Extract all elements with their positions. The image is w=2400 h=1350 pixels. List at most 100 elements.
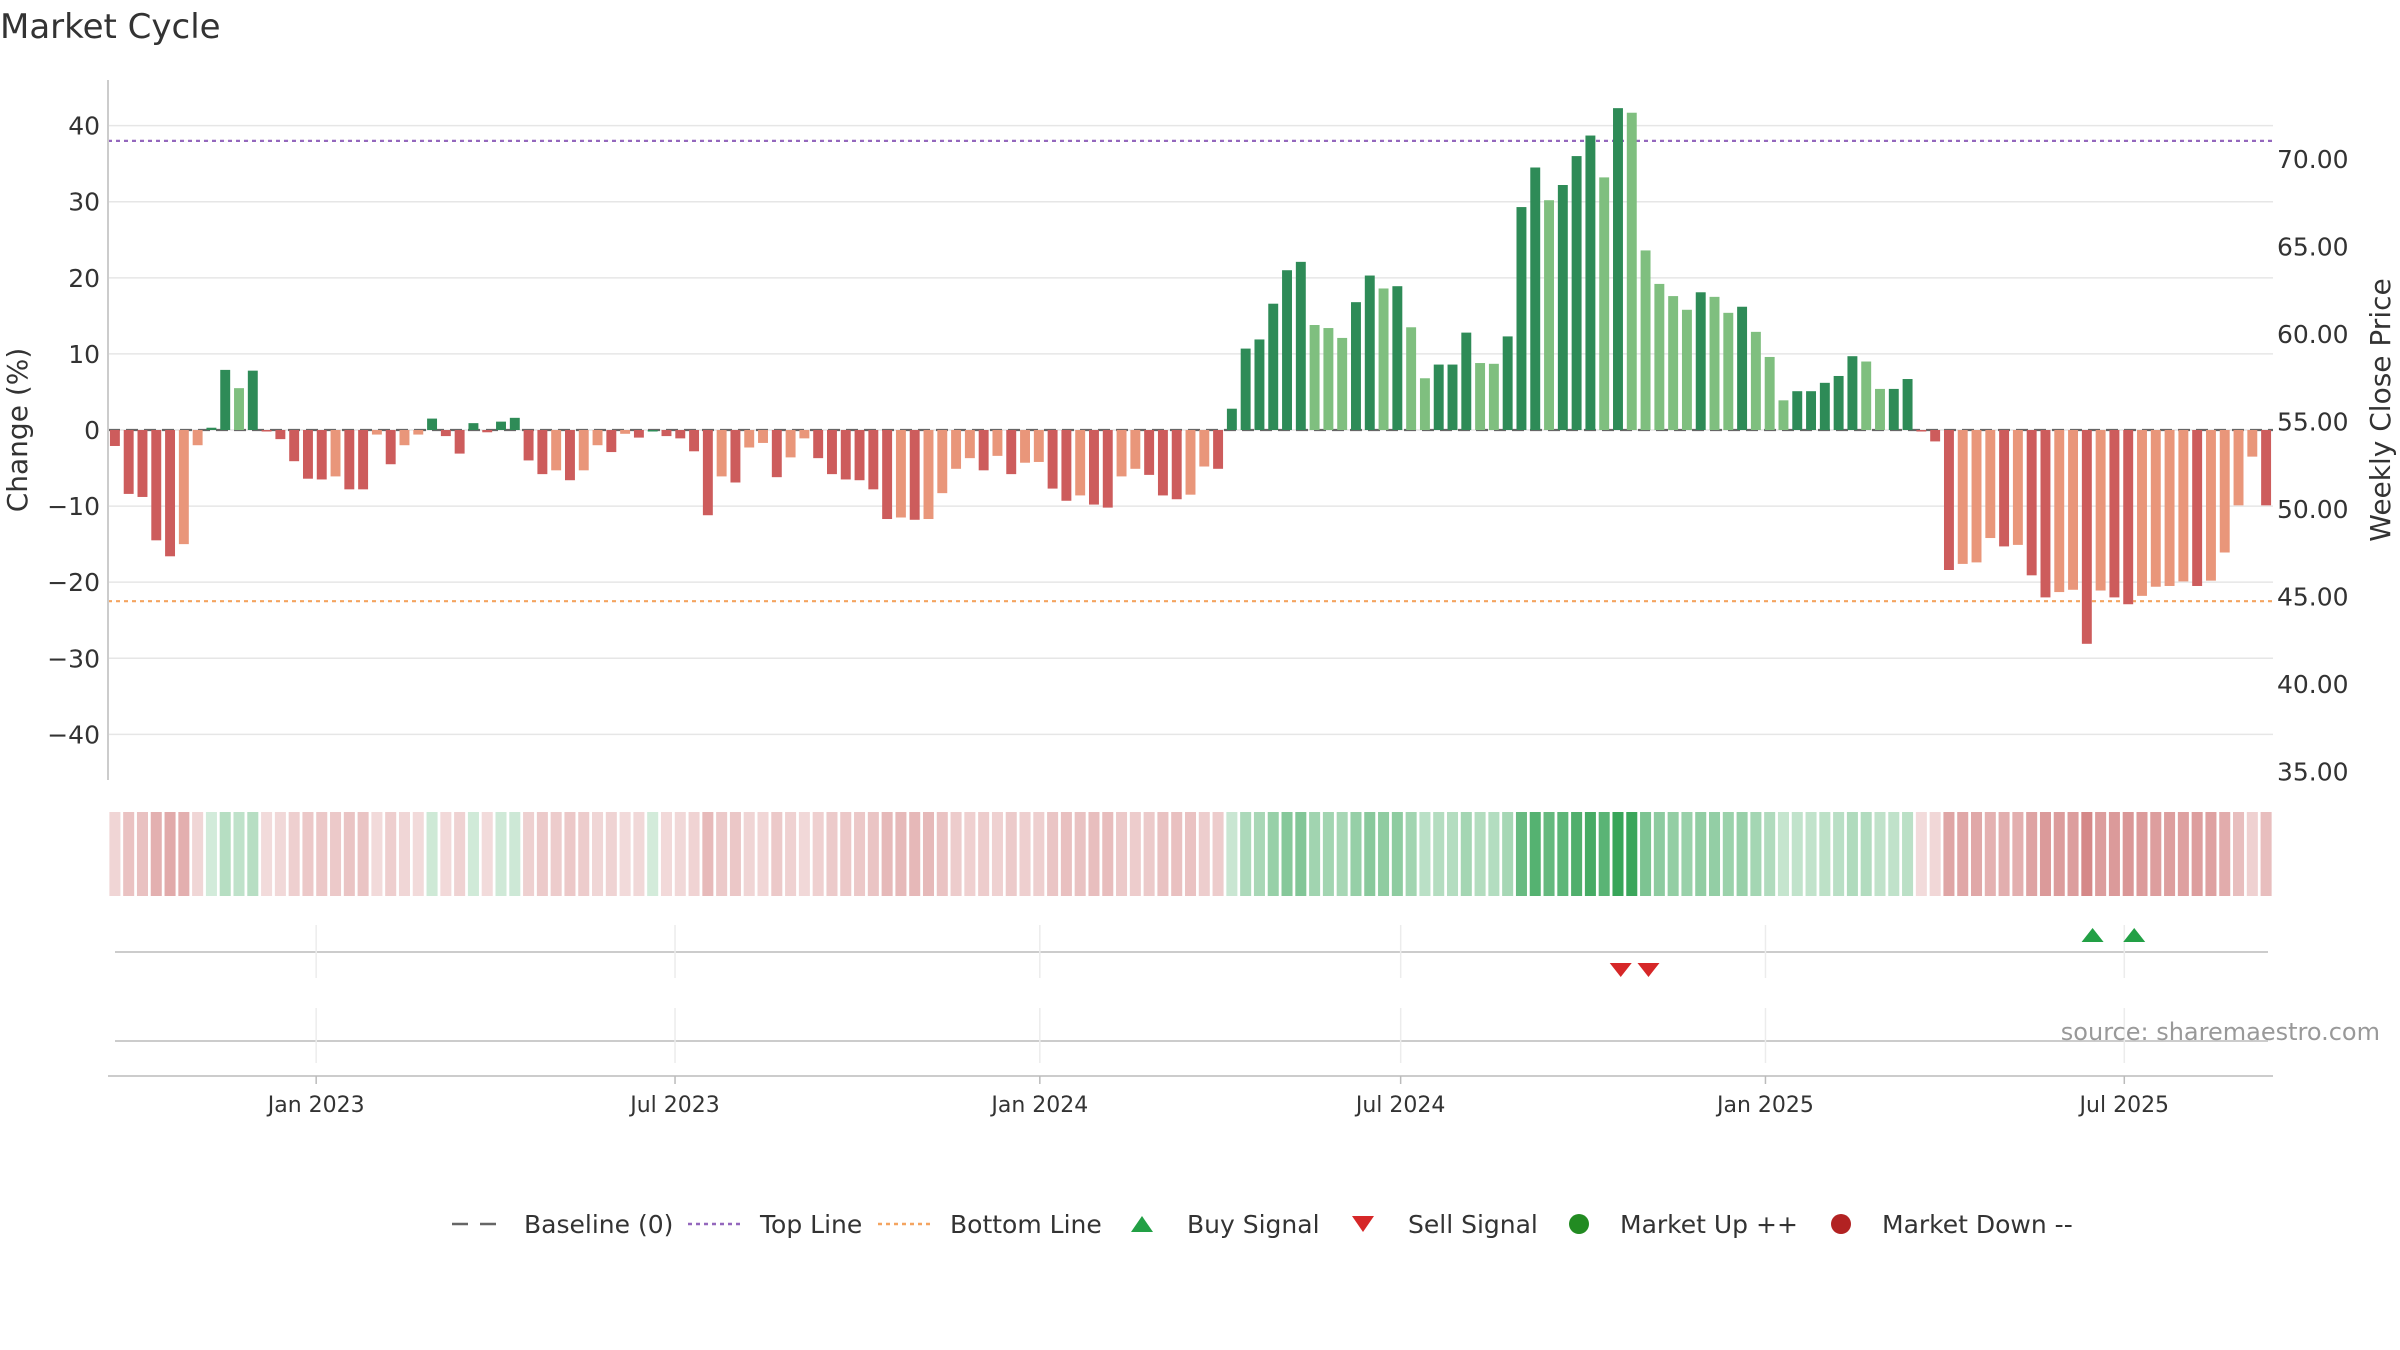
bar xyxy=(909,430,920,520)
bar xyxy=(1819,382,1830,430)
heat-cell xyxy=(1391,812,1403,896)
heat-cell xyxy=(1253,812,1265,896)
bar xyxy=(1033,430,1044,462)
heat-cell xyxy=(2260,812,2272,896)
bar xyxy=(1309,325,1320,430)
y-axis-ticks: 40 30 20 10 0 −10 −20 −30 −40 xyxy=(47,112,100,750)
heat-cell xyxy=(1143,812,1155,896)
heat-cell xyxy=(1571,812,1583,896)
bar xyxy=(689,430,700,452)
bar xyxy=(1861,361,1872,430)
bar xyxy=(1323,328,1334,430)
heat-cell xyxy=(1598,812,1610,896)
heat-cell xyxy=(1184,812,1197,896)
heat-cell xyxy=(633,812,645,896)
bar xyxy=(427,418,438,430)
bar xyxy=(137,430,148,497)
bar xyxy=(1654,283,1665,430)
bar xyxy=(1199,430,1210,467)
bar xyxy=(702,430,713,516)
heat-cell xyxy=(330,812,342,896)
heat-cell xyxy=(1033,812,1045,896)
heat-cell xyxy=(136,812,148,896)
bar xyxy=(496,421,506,430)
heat-cell xyxy=(509,812,521,896)
heat-cell xyxy=(454,812,466,896)
heat-cell xyxy=(771,812,783,896)
bar xyxy=(165,430,176,557)
bar xyxy=(2178,430,2189,582)
buy-signal-marker xyxy=(2081,928,2104,942)
heat-cell xyxy=(578,812,590,896)
bar xyxy=(1392,286,1403,430)
bar xyxy=(1544,200,1554,430)
bar xyxy=(2109,430,2120,598)
source-text: source: sharemaestro.com xyxy=(2061,1018,2380,1046)
heat-cell xyxy=(1957,812,1969,896)
bar xyxy=(951,430,962,469)
heat-cell xyxy=(798,812,810,896)
bar xyxy=(509,417,520,430)
bar xyxy=(730,430,741,483)
bar xyxy=(1737,306,1748,430)
heat-cell xyxy=(495,812,507,896)
bar xyxy=(399,430,410,446)
bar xyxy=(1764,356,1775,430)
y-tick-label: 30 xyxy=(68,188,100,217)
heat-cell xyxy=(1074,812,1086,896)
bar xyxy=(537,430,548,475)
bar xyxy=(716,430,727,477)
heat-cell xyxy=(1460,812,1472,896)
heat-cell xyxy=(398,812,410,896)
heat-cell xyxy=(1474,812,1486,896)
bar xyxy=(744,430,755,448)
heat-cell xyxy=(2246,812,2258,896)
bar xyxy=(1295,261,1306,430)
bar xyxy=(234,388,244,430)
bar xyxy=(578,430,589,471)
heat-cell xyxy=(2053,812,2065,896)
heat-cell xyxy=(1364,812,1376,896)
bar xyxy=(358,430,369,490)
heat-cell xyxy=(1984,812,1996,896)
heat-cell xyxy=(1764,812,1776,896)
bar xyxy=(1337,337,1348,430)
bar xyxy=(1061,430,1072,501)
heat-cell xyxy=(1833,812,1845,896)
y-tick-label: −40 xyxy=(47,720,100,749)
heat-cell xyxy=(2095,812,2107,896)
heat-cell xyxy=(1943,812,1955,896)
bar xyxy=(1778,400,1789,430)
bar xyxy=(1185,430,1196,495)
bar xyxy=(1130,430,1141,469)
heat-cell xyxy=(536,812,548,896)
bar xyxy=(1268,303,1279,430)
heat-cell xyxy=(619,812,631,896)
heat-cell xyxy=(1378,812,1390,896)
heat-cell xyxy=(1722,812,1734,896)
bar xyxy=(1930,430,1941,442)
heat-cell xyxy=(854,812,866,896)
bar xyxy=(1681,309,1692,430)
heat-cell xyxy=(660,812,672,896)
bar xyxy=(1668,296,1679,430)
bar xyxy=(123,430,134,494)
chart-title: Market Cycle xyxy=(0,7,221,47)
bar xyxy=(551,430,562,471)
y-tick-label: 0 xyxy=(84,416,100,445)
bar xyxy=(220,369,231,430)
heat-cell xyxy=(412,812,424,896)
bar xyxy=(371,430,382,435)
heat-cell xyxy=(1405,812,1417,896)
bar xyxy=(647,430,658,432)
heat-cell xyxy=(1446,812,1459,896)
heat-cell xyxy=(1060,812,1072,896)
heat-cell xyxy=(1129,812,1141,896)
heat-cell xyxy=(1322,812,1334,896)
legend-label-down: Market Down -- xyxy=(1882,1210,2073,1239)
heat-cell xyxy=(467,812,479,896)
bar xyxy=(1116,430,1127,477)
bar xyxy=(2205,430,2216,581)
heat-cell xyxy=(1433,812,1445,896)
buy-signal-marker xyxy=(2123,928,2146,942)
